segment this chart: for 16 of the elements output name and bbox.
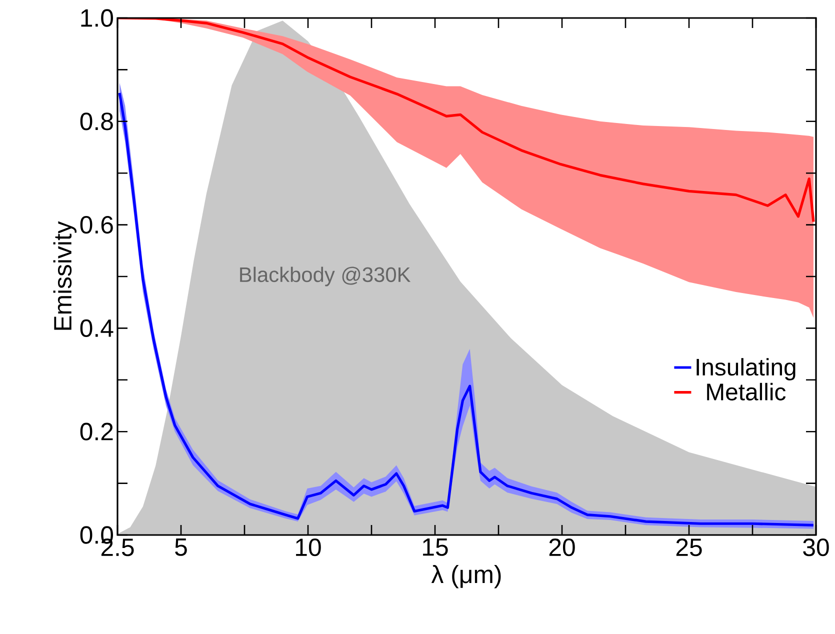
y-tick-label: 0.6: [80, 216, 113, 234]
legend-label: Insulating: [696, 358, 796, 380]
y-tick-label: 0.2: [80, 422, 113, 440]
y-axis-title: Emissivity: [53, 221, 77, 330]
y-tick-label: 1.0: [81, 9, 114, 27]
x-axis-title: λ (μm): [431, 564, 501, 588]
x-tick-label: 5: [175, 538, 187, 556]
x-tick-label: 15: [423, 538, 448, 556]
legend-label: Metallic: [707, 382, 786, 400]
x-tick-label: 20: [549, 538, 575, 556]
x-tick-label: 30: [803, 538, 829, 556]
x-tick-label: 10: [296, 538, 321, 556]
y-tick-label: 0.4: [80, 319, 114, 338]
x-tick-label: 25: [676, 538, 702, 556]
y-tick-label: 0.8: [80, 112, 113, 130]
series-label: Blackbody @330K: [240, 266, 411, 286]
